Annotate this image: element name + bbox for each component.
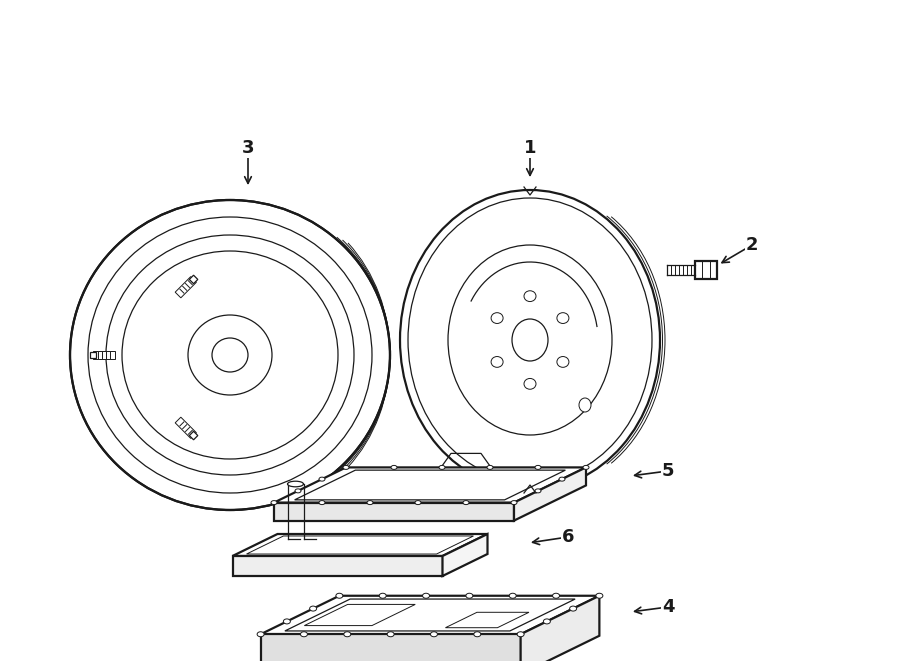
Ellipse shape <box>570 606 577 611</box>
Ellipse shape <box>535 489 541 493</box>
Text: 1: 1 <box>524 139 536 157</box>
Ellipse shape <box>344 632 351 637</box>
Ellipse shape <box>596 594 603 598</box>
Bar <box>189 275 198 284</box>
Ellipse shape <box>518 632 524 637</box>
Text: 5: 5 <box>662 462 674 480</box>
Ellipse shape <box>524 291 536 301</box>
Ellipse shape <box>387 632 394 637</box>
Ellipse shape <box>422 594 429 598</box>
Ellipse shape <box>271 500 277 504</box>
Ellipse shape <box>535 465 541 469</box>
Ellipse shape <box>415 500 421 504</box>
Ellipse shape <box>544 619 551 624</box>
Ellipse shape <box>509 594 517 598</box>
Ellipse shape <box>557 313 569 323</box>
Ellipse shape <box>511 500 517 504</box>
Polygon shape <box>232 556 443 576</box>
Text: 6: 6 <box>562 528 574 546</box>
Ellipse shape <box>553 594 560 598</box>
Polygon shape <box>176 417 196 438</box>
Ellipse shape <box>212 338 248 372</box>
Ellipse shape <box>439 465 445 469</box>
Polygon shape <box>261 635 520 661</box>
Ellipse shape <box>287 481 303 486</box>
Polygon shape <box>274 502 514 521</box>
Ellipse shape <box>301 632 308 637</box>
Polygon shape <box>232 534 488 556</box>
Ellipse shape <box>343 465 349 469</box>
Ellipse shape <box>583 465 589 469</box>
Ellipse shape <box>284 619 291 624</box>
Ellipse shape <box>430 632 437 637</box>
Ellipse shape <box>295 489 301 493</box>
Text: 4: 4 <box>662 598 674 616</box>
Ellipse shape <box>524 379 536 389</box>
Polygon shape <box>261 596 599 635</box>
Ellipse shape <box>310 606 317 611</box>
Polygon shape <box>443 534 488 576</box>
Ellipse shape <box>319 500 325 504</box>
Ellipse shape <box>188 315 272 395</box>
Ellipse shape <box>319 477 325 481</box>
Ellipse shape <box>579 398 591 412</box>
Ellipse shape <box>512 319 548 361</box>
Ellipse shape <box>491 356 503 368</box>
Text: 3: 3 <box>242 139 254 157</box>
Bar <box>189 432 198 440</box>
Ellipse shape <box>391 465 397 469</box>
Bar <box>90 352 96 358</box>
Ellipse shape <box>257 632 264 637</box>
Ellipse shape <box>491 313 503 323</box>
Polygon shape <box>514 467 586 521</box>
Ellipse shape <box>557 356 569 368</box>
Ellipse shape <box>379 594 386 598</box>
Polygon shape <box>520 596 599 661</box>
Ellipse shape <box>336 594 343 598</box>
Text: 2: 2 <box>746 236 758 254</box>
FancyBboxPatch shape <box>695 261 717 279</box>
Ellipse shape <box>70 200 390 510</box>
Polygon shape <box>93 351 115 359</box>
Ellipse shape <box>487 465 493 469</box>
Ellipse shape <box>473 632 481 637</box>
Ellipse shape <box>559 477 565 481</box>
Polygon shape <box>274 467 586 502</box>
Ellipse shape <box>400 190 660 490</box>
Ellipse shape <box>466 594 472 598</box>
Polygon shape <box>176 276 196 298</box>
Ellipse shape <box>463 500 469 504</box>
Ellipse shape <box>367 500 373 504</box>
